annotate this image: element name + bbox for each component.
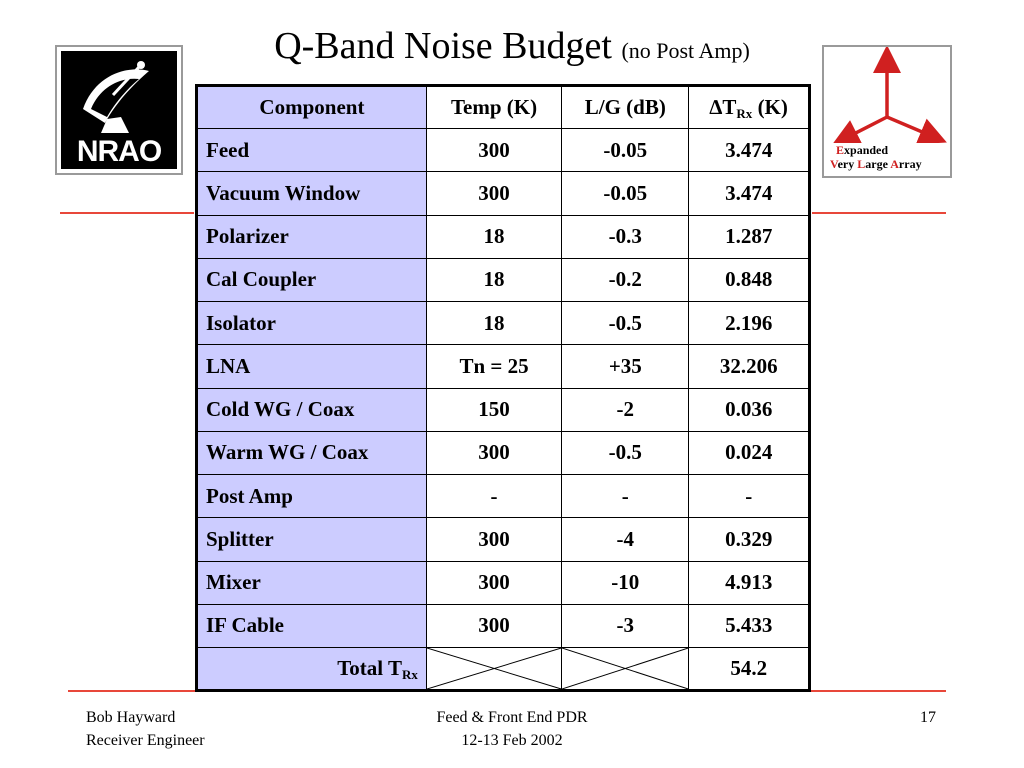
total-lg-empty: [561, 647, 690, 691]
table-row: Cold WG / Coax 150 -2 0.036: [196, 387, 810, 432]
title-subtitle: (no Post Amp): [621, 38, 750, 63]
cell-lg: -: [561, 473, 690, 519]
cell-lg: -0.05: [561, 127, 690, 173]
nrao-dish-icon: NRAO: [61, 51, 177, 169]
cell-temp: 18: [425, 300, 563, 346]
top-rule-right: [812, 212, 946, 214]
noise-budget-table: Component Temp (K) L/G (dB) ∆TRx (K) Fee…: [195, 84, 811, 692]
cell-delta-t: 3.474: [688, 171, 810, 216]
cell-component: Cold WG / Coax: [196, 387, 427, 432]
table-row: Isolator 18 -0.5 2.196: [196, 300, 810, 346]
cell-lg: +35: [561, 344, 690, 389]
cell-temp: 300: [425, 430, 563, 476]
cell-component: Isolator: [196, 300, 427, 346]
cell-temp: Tn = 25: [425, 344, 563, 389]
cell-delta-t: 4.913: [688, 560, 810, 605]
table-total-row: Total TRx 54.2: [196, 647, 810, 691]
cell-temp: 18: [425, 214, 563, 259]
cell-delta-t: 0.036: [688, 387, 810, 432]
table-row: Vacuum Window 300 -0.05 3.474: [196, 171, 810, 216]
slide-title: Q-Band Noise Budget (no Post Amp): [0, 22, 1024, 75]
cell-delta-t: 5.433: [688, 603, 810, 649]
cell-temp: 300: [425, 603, 563, 649]
cell-delta-t: 3.474: [688, 127, 810, 173]
footer-center: Feed & Front End PDR 12-13 Feb 2002: [362, 706, 662, 752]
footer-role: Receiver Engineer: [86, 732, 205, 749]
top-rule: [60, 212, 194, 214]
cell-component: IF Cable: [196, 603, 427, 649]
cell-delta-t: -: [688, 473, 810, 519]
table-row: Splitter 300 -4 0.329: [196, 517, 810, 562]
table-row: Feed 300 -0.05 3.474: [196, 127, 810, 173]
cell-temp: 18: [425, 257, 563, 303]
table-row: Cal Coupler 18 -0.2 0.848: [196, 257, 810, 303]
cell-temp: 300: [425, 517, 563, 562]
total-temp-empty: [425, 647, 563, 691]
header-delta-trx: ∆TRx (K): [688, 85, 810, 129]
title-main: Q-Band Noise Budget: [274, 25, 612, 67]
table-row: IF Cable 300 -3 5.433: [196, 603, 810, 649]
cell-lg: -0.2: [561, 257, 690, 303]
evla-array-arms-icon: [831, 47, 947, 143]
cell-lg: -10: [561, 560, 690, 605]
cell-delta-t: 2.196: [688, 300, 810, 346]
table-row: Warm WG / Coax 300 -0.5 0.024: [196, 430, 810, 476]
total-value: 54.2: [688, 647, 810, 691]
table-row: Post Amp - - -: [196, 473, 810, 519]
svg-text:NRAO: NRAO: [77, 135, 162, 168]
cell-lg: -0.05: [561, 171, 690, 216]
table-row: LNA Tn = 25 +35 32.206: [196, 344, 810, 389]
cell-temp: -: [425, 473, 563, 519]
cell-delta-t: 1.287: [688, 214, 810, 259]
cell-temp: 300: [425, 171, 563, 216]
cell-component: Post Amp: [196, 473, 427, 519]
cell-component: Splitter: [196, 517, 427, 562]
nrao-logo: NRAO: [55, 45, 183, 175]
total-label: Total TRx: [196, 647, 427, 691]
cross-out-icon: [427, 648, 561, 689]
cell-component: Vacuum Window: [196, 171, 427, 216]
cell-temp: 150: [425, 387, 563, 432]
footer-author: Bob Hayward: [86, 709, 176, 726]
table-header-row: Component Temp (K) L/G (dB) ∆TRx (K): [196, 85, 810, 129]
footer-event: Feed & Front End PDR: [436, 709, 588, 726]
evla-caption: Expanded Very Large Array: [830, 143, 922, 171]
cell-component: LNA: [196, 344, 427, 389]
cell-component: Cal Coupler: [196, 257, 427, 303]
cell-delta-t: 0.329: [688, 517, 810, 562]
cell-delta-t: 0.024: [688, 430, 810, 476]
cell-lg: -4: [561, 517, 690, 562]
table-row: Mixer 300 -10 4.913: [196, 560, 810, 605]
cell-component: Feed: [196, 127, 427, 173]
header-component: Component: [196, 85, 427, 129]
header-temp: Temp (K): [425, 85, 563, 129]
cell-temp: 300: [425, 560, 563, 605]
cell-component: Polarizer: [196, 214, 427, 259]
cell-delta-t: 32.206: [688, 344, 810, 389]
footer-page-number: 17: [920, 709, 936, 726]
cross-out-icon: [562, 648, 688, 689]
footer-left: Bob Hayward Receiver Engineer: [86, 706, 205, 752]
cell-lg: -0.5: [561, 300, 690, 346]
cell-lg: -3: [561, 603, 690, 649]
cell-lg: -0.5: [561, 430, 690, 476]
cell-temp: 300: [425, 127, 563, 173]
header-lg: L/G (dB): [561, 85, 690, 129]
table-row: Polarizer 18 -0.3 1.287: [196, 214, 810, 259]
footer-date: 12-13 Feb 2002: [461, 732, 563, 749]
cell-lg: -0.3: [561, 214, 690, 259]
cell-component: Mixer: [196, 560, 427, 605]
evla-logo: Expanded Very Large Array: [822, 45, 952, 178]
cell-lg: -2: [561, 387, 690, 432]
cell-component: Warm WG / Coax: [196, 430, 427, 476]
cell-delta-t: 0.848: [688, 257, 810, 303]
